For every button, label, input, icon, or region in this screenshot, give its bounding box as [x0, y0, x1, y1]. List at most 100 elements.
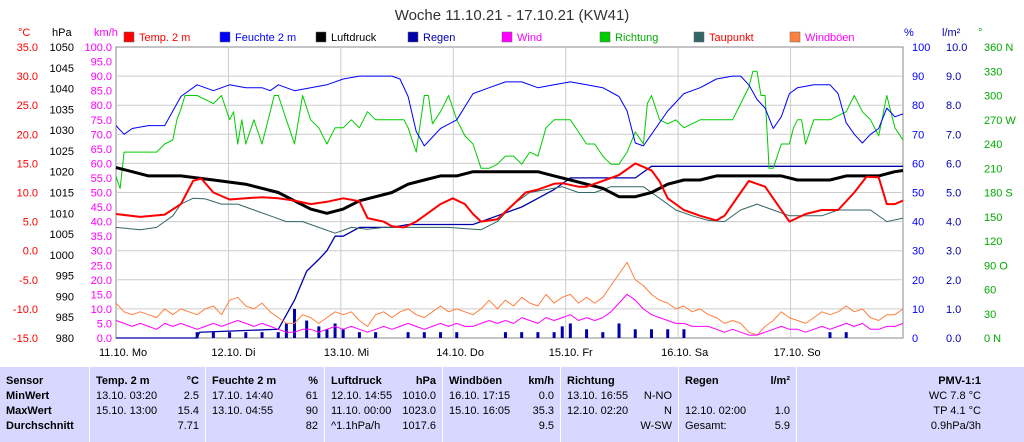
right-axis-tick: 100: [912, 42, 930, 54]
gust-max-time: 15.10. 16:05: [449, 405, 511, 417]
right-axis-tick: 30: [984, 309, 996, 321]
dir-max-value: N: [664, 405, 672, 417]
humidity-line: [115, 75, 904, 147]
rain-bar: [503, 332, 507, 338]
rain-unit: l/m²: [770, 375, 790, 387]
left-axis-tick: 95.0: [91, 57, 112, 69]
left-axis-tick: 25.0: [91, 260, 112, 272]
rain-bar: [585, 329, 589, 338]
rain-cumulative-line: [116, 165, 903, 339]
left-axis-tick: 20.0: [17, 129, 38, 141]
x-tick-label: 14.10. Do: [436, 347, 484, 359]
rain-bar: [284, 323, 288, 338]
rain-max-value: 1.0: [774, 405, 790, 417]
left-axis-tick: 990: [56, 291, 74, 303]
legend-swatch: [501, 31, 513, 43]
right-axis-tick: 7.0: [946, 129, 961, 141]
row-label-min: MinWert: [6, 390, 50, 402]
rain-bar: [536, 332, 540, 338]
left-axis-tick: -15.0: [13, 333, 38, 345]
legend-label: Wind: [517, 32, 542, 44]
right-axis-tick: 10.0: [946, 42, 967, 54]
left-axis-tick: -5.0: [19, 275, 38, 287]
legend-label: Feuchte 2 m: [235, 32, 296, 44]
x-tick-label: 16.10. Sa: [661, 347, 709, 359]
left-axis-tick: 1020: [50, 167, 74, 179]
rain-total-value: 5.9: [774, 420, 790, 432]
dir-min-time: 13.10. 16:55: [567, 390, 629, 402]
right-axis-tick: 240: [984, 139, 1002, 151]
row-label-max: MaxWert: [6, 405, 52, 417]
left-axis-tick: 85.0: [91, 86, 112, 98]
rain-bar: [666, 329, 670, 338]
right-axis-tick: 80: [912, 100, 924, 112]
pres-max-time: 11.10. 00:00: [331, 405, 392, 417]
left-axis-tick: 1025: [50, 146, 74, 158]
left-axis-tick: 1005: [50, 229, 74, 241]
rain-bar: [276, 332, 280, 338]
temperature-line: [115, 162, 904, 229]
pres-unit: hPa: [415, 375, 436, 387]
rain-total-label: Gesamt:: [685, 420, 727, 432]
right-axis-tick: 300: [984, 91, 1002, 103]
left-axis-tick: 35.0: [17, 42, 38, 54]
left-axes: °C 35.0 30.0 25.0 20.0 15.0 10.0 5.0 0.0 -5.0 -10.…: [13, 27, 118, 345]
legend-label: Taupunkt: [709, 32, 754, 44]
right-axis-unit: %: [904, 27, 914, 39]
right-axis-tick: 2.0: [946, 275, 961, 287]
right-axis-tick: 70: [912, 129, 924, 141]
rain-bar: [844, 332, 848, 338]
rain-bar: [520, 332, 524, 338]
temp-max-value: 15.4: [177, 405, 199, 417]
legend-label: Windböen: [805, 32, 855, 44]
col-pressure: Luftdruck hPa 12.10. 14:55 1010.0 11.10. 0…: [324, 367, 442, 442]
legend-swatch: [123, 31, 135, 43]
pmv-label: PMV-1:1: [938, 375, 981, 387]
left-axis-tick: -10.0: [13, 304, 38, 316]
rain-bar: [828, 332, 832, 338]
col-temp: Temp. 2 m °C 13.10. 03:20 2.5 15.10. 13:00…: [89, 367, 205, 442]
left-axis-tick: 1015: [50, 188, 74, 200]
left-axis-tick: 1035: [50, 104, 74, 116]
dir-label: Richtung: [567, 375, 615, 387]
left-axis-tick: 30.0: [17, 71, 38, 83]
left-axis-tick: 995: [56, 271, 74, 283]
right-axis-tick: 150: [984, 212, 1002, 224]
rain-bar: [260, 332, 264, 338]
left-axis-tick: 20.0: [91, 275, 112, 287]
legend-swatch: [407, 31, 419, 43]
sensor-header: Sensor: [6, 375, 44, 387]
left-axis-tick: 15.0: [17, 158, 38, 170]
left-axis-tick: 1040: [50, 84, 74, 96]
pres-trend: ^1.1hPa/h: [331, 420, 381, 432]
rain-bar: [552, 332, 556, 338]
rain-bar: [455, 332, 459, 338]
legend-swatch: [789, 31, 801, 43]
rain-bar: [406, 332, 410, 338]
rain-bar: [357, 332, 361, 338]
left-axis-tick: 0.0: [97, 333, 112, 345]
left-axis-tick: 90.0: [91, 71, 112, 83]
left-axis-tick: 100.0: [84, 42, 112, 54]
left-axis-tick: 80.0: [91, 100, 112, 112]
left-axis-unit: km/h: [94, 27, 118, 39]
legend-swatch: [693, 31, 705, 43]
rain-max-time: 12.10. 02:00: [685, 405, 747, 417]
gust-label: Windböen: [449, 375, 503, 387]
legend-label: Luftdruck: [331, 32, 377, 44]
dir-min-value: N-NO: [643, 390, 672, 402]
x-tick-label: 12.10. Di: [211, 347, 255, 359]
rain-bar: [568, 323, 572, 338]
right-axis-tick: 60: [984, 285, 996, 297]
rain-bar: [601, 332, 605, 338]
temp-unit: °C: [186, 375, 199, 387]
gust-max-value: 35.3: [532, 405, 554, 417]
left-axis-tick: 1030: [50, 125, 74, 137]
right-axis-unit: l/m²: [942, 27, 961, 39]
left-axis-unit: °C: [18, 27, 30, 39]
chart-title: Woche 11.10.21 - 17.10.21 (KW41): [395, 7, 630, 24]
grid: [116, 47, 903, 338]
row-label-avg: Durchschnitt: [6, 420, 74, 432]
pmv-windchill: WC 7.8 °C: [928, 390, 981, 402]
right-axis-tick: 90: [912, 71, 924, 83]
